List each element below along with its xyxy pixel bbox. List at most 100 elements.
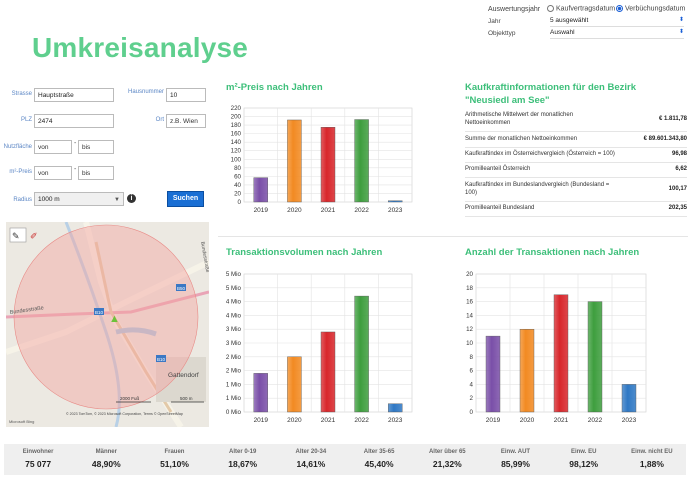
m2preis-von-input[interactable]: von — [34, 166, 72, 180]
kaufkraft-value: € 1.811,78 — [658, 116, 687, 122]
bar[interactable] — [387, 403, 403, 413]
radio-verbuechungsdatum[interactable]: Verbüchungsdatum — [616, 5, 685, 12]
chevron-updown-icon: ⬍ — [678, 17, 684, 23]
bar[interactable] — [354, 119, 369, 203]
kaufkraft-label: Promilleanteil Bundesland — [465, 205, 535, 211]
jahr-label: Jahr — [488, 18, 501, 25]
plz-input[interactable]: 2474 — [34, 114, 114, 128]
bar[interactable] — [287, 356, 302, 413]
bar[interactable] — [621, 384, 637, 413]
stat-cell: Alter 35-65 45,40% — [345, 444, 413, 469]
bar[interactable] — [519, 329, 535, 413]
y-tick-label: 60 — [234, 173, 241, 180]
kaufkraft-label: Arithmetische Mittelwert der monatlichen… — [465, 112, 574, 126]
y-tick-label: 140 — [231, 139, 242, 146]
jahr-select[interactable]: 5 ausgewählt ⬍ — [550, 15, 684, 27]
auswertungsjahr-label: Auswertungsjahr — [488, 6, 541, 13]
stat-cell: Alter 20-34 14,61% — [277, 444, 345, 469]
stat-value: 48,90% — [91, 459, 121, 469]
stat-label: Einw. EU — [570, 449, 597, 455]
x-tick-label: 2023 — [622, 417, 637, 424]
x-tick-label: 2019 — [254, 207, 269, 214]
bar[interactable] — [387, 200, 403, 203]
eraser-icon[interactable]: ✐ — [30, 231, 38, 241]
bar[interactable] — [253, 177, 268, 203]
map-label: Bundesstraße — [199, 241, 209, 273]
stat-value: 98,12% — [569, 459, 599, 469]
stat-value: 21,32% — [432, 459, 462, 469]
y-tick-label: 120 — [231, 148, 242, 155]
draw-tool-icon[interactable]: ✎ — [12, 231, 20, 241]
y-tick-label: 2 — [470, 395, 474, 402]
y-tick-label: 200 — [231, 114, 242, 121]
road-shield: B50 — [177, 286, 186, 291]
bar[interactable] — [287, 119, 302, 203]
search-button[interactable]: Suchen — [167, 191, 204, 207]
x-tick-label: 2020 — [287, 207, 302, 214]
bar[interactable] — [587, 301, 603, 413]
y-tick-label: 3 Mio — [226, 340, 242, 347]
objekttyp-select[interactable]: Auswahl ⬍ — [550, 27, 684, 39]
stat-label: Einw. AUT — [500, 449, 531, 455]
y-tick-label: 12 — [466, 326, 473, 333]
y-tick-label: 8 — [470, 354, 474, 361]
kaufkraft-value: 202,35 — [668, 205, 687, 211]
strasse-input[interactable]: Hauptstraße — [34, 88, 114, 102]
radio-kaufvertragsdatum[interactable]: Kaufvertragsdatum — [547, 5, 615, 12]
map-scale: 500 m — [180, 396, 193, 401]
population-stats-bar: Einwohner 75 077 Männer 48,90% Frauen 51,10% A… — [4, 444, 686, 475]
x-tick-label: 2023 — [388, 417, 403, 424]
y-tick-label: 0 Mio — [226, 409, 242, 416]
stat-cell: Einw. EU 98,12% — [550, 444, 618, 469]
y-tick-label: 20 — [466, 271, 473, 278]
map-scale: 2000 Fuß — [120, 396, 140, 401]
row-divider — [465, 147, 687, 148]
kaufkraft-label: Promilleanteil Österreich — [465, 166, 531, 172]
radius-value: 1000 m — [38, 196, 60, 203]
stat-cell: Einw. nicht EU 1,88% — [618, 444, 686, 469]
m2preis-bis-input[interactable]: bis — [78, 166, 114, 180]
x-tick-label: 2019 — [486, 417, 501, 424]
bar[interactable] — [485, 335, 501, 413]
hausnummer-input[interactable]: 10 — [166, 88, 206, 102]
ort-input[interactable]: z.B. Wien — [166, 114, 206, 128]
chart-title: m²-Preis nach Jahren — [226, 82, 323, 93]
x-tick-label: 2019 — [254, 417, 269, 424]
row-divider — [465, 162, 687, 163]
bar[interactable] — [253, 373, 268, 413]
radius-select[interactable]: 1000 m ▼ — [34, 192, 124, 206]
ort-label: Ort — [155, 117, 164, 123]
info-icon[interactable]: i — [127, 194, 136, 203]
stat-cell: Frauen 51,10% — [140, 444, 208, 469]
x-tick-label: 2022 — [354, 417, 369, 424]
nutzflaeche-von-input[interactable]: von — [34, 140, 72, 154]
bar[interactable] — [320, 331, 336, 413]
stat-value: 51,10% — [160, 459, 189, 469]
stat-label: Alter 20-34 — [295, 449, 327, 455]
stat-label: Alter 0-19 — [229, 449, 257, 455]
kaufkraft-title: Kaufkraftinformationen für den Bezirk "N… — [465, 82, 637, 106]
y-tick-label: 18 — [466, 285, 473, 292]
stat-label: Einw. nicht EU — [631, 449, 673, 455]
y-tick-label: 4 Mio — [226, 299, 242, 306]
y-tick-label: 220 — [231, 105, 242, 112]
bar[interactable] — [553, 294, 569, 413]
stat-value: 85,99% — [501, 459, 530, 469]
map-copyright: © 2023 TomTom, © 2023 Microsoft Corporat… — [66, 412, 183, 416]
y-tick-label: 3 Mio — [226, 326, 242, 333]
nutzflaeche-bis-input[interactable]: bis — [78, 140, 114, 154]
map-view[interactable]: ✎ ✐ ▲ Bundesstraße B10 B10 B50 Gattendor… — [6, 222, 209, 427]
bar[interactable] — [320, 127, 336, 203]
objekttyp-label: Objekttyp — [488, 30, 516, 37]
y-tick-label: 5 Mio — [226, 285, 242, 292]
bar[interactable] — [354, 295, 369, 413]
road-shield: B10 — [95, 310, 104, 315]
x-tick-label: 2021 — [321, 207, 336, 214]
map-canvas[interactable]: ✎ ✐ ▲ Bundesstraße B10 B10 B50 Gattendor… — [6, 222, 209, 427]
y-tick-label: 10 — [466, 340, 473, 347]
y-tick-label: 20 — [234, 190, 241, 197]
chart-title: Anzahl der Transaktionen nach Jahren — [465, 247, 640, 258]
y-tick-label: 14 — [466, 312, 473, 319]
bing-logo: Microsoft Bing — [9, 419, 34, 424]
x-tick-label: 2023 — [388, 207, 403, 214]
